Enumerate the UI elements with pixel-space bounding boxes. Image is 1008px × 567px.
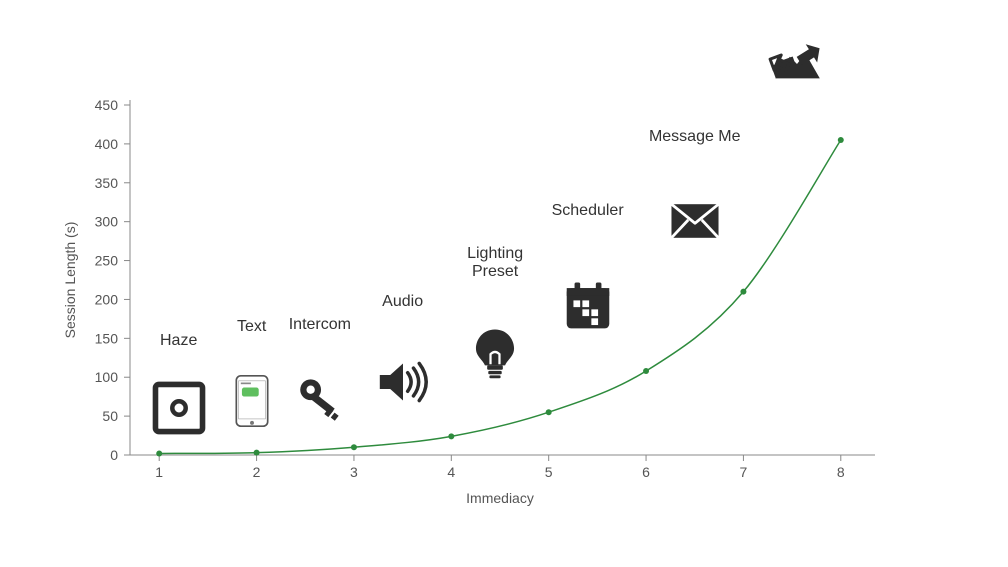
text-icon bbox=[224, 373, 280, 429]
arrows-icon bbox=[767, 28, 827, 88]
svg-text:4: 4 bbox=[447, 464, 455, 480]
speaker-icon bbox=[374, 353, 432, 411]
svg-text:150: 150 bbox=[95, 330, 119, 346]
svg-text:350: 350 bbox=[95, 175, 119, 191]
svg-text:1: 1 bbox=[155, 464, 163, 480]
chart-svg: 0 50 100 150 200 250 300 350 400 450 1 2 3 4 5 6 7 8 Immed… bbox=[0, 0, 1008, 567]
svg-text:200: 200 bbox=[95, 291, 119, 307]
svg-text:0: 0 bbox=[110, 447, 118, 463]
haze-icon bbox=[151, 380, 207, 436]
point-label: Text bbox=[237, 318, 266, 336]
svg-text:250: 250 bbox=[95, 253, 119, 269]
point-label: Haze bbox=[160, 332, 197, 350]
key-icon bbox=[294, 371, 346, 423]
point-label: Message Me bbox=[649, 128, 741, 146]
svg-text:450: 450 bbox=[95, 97, 119, 113]
svg-text:50: 50 bbox=[102, 408, 118, 424]
svg-text:3: 3 bbox=[350, 464, 358, 480]
svg-text:5: 5 bbox=[545, 464, 553, 480]
point-label: LightingPreset bbox=[467, 245, 523, 280]
svg-text:100: 100 bbox=[95, 369, 119, 385]
svg-text:6: 6 bbox=[642, 464, 650, 480]
point-label: Audio bbox=[382, 293, 423, 311]
point-label: Intercom bbox=[289, 316, 351, 334]
calendar-icon bbox=[560, 278, 616, 334]
svg-text:2: 2 bbox=[253, 464, 261, 480]
svg-text:7: 7 bbox=[740, 464, 748, 480]
svg-text:400: 400 bbox=[95, 136, 119, 152]
envelope-icon bbox=[667, 193, 723, 249]
svg-text:300: 300 bbox=[95, 214, 119, 230]
point-label: Scheduler bbox=[552, 202, 624, 220]
svg-text:8: 8 bbox=[837, 464, 845, 480]
chart-container: 0 50 100 150 200 250 300 350 400 450 1 2 3 4 5 6 7 8 Immed… bbox=[0, 0, 1008, 567]
svg-text:Session Length (s): Session Length (s) bbox=[62, 222, 78, 339]
bulb-icon bbox=[467, 325, 523, 381]
svg-text:Immediacy: Immediacy bbox=[466, 490, 534, 506]
